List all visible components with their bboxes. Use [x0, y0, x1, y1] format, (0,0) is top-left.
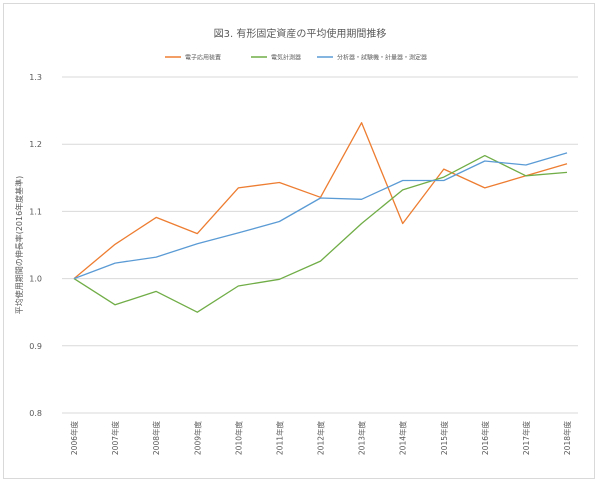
x-axis-ticks: 2006年度 2007年度 2008年度 2009年度 2010年度 2011年度 2012…	[69, 421, 572, 456]
series-line	[73, 154, 568, 313]
gridlines	[62, 76, 578, 414]
x-tick-label: 2008年度	[151, 421, 161, 456]
legend-label: 電気計測器	[271, 54, 301, 62]
x-tick-label: 2009年度	[192, 421, 202, 456]
x-tick-label: 2011年度	[274, 421, 284, 456]
x-tick-label: 2006年度	[69, 421, 79, 456]
y-axis-label: 平均使用期間の伸長率(2016年度基準)	[14, 176, 24, 315]
x-tick-label: 2015年度	[439, 421, 449, 456]
y-tick-label: 0.9	[29, 342, 42, 351]
x-tick-label: 2007年度	[110, 421, 120, 456]
x-tick-label: 2018年度	[562, 421, 572, 456]
series-line	[73, 152, 568, 280]
y-tick-label: 1.3	[29, 73, 42, 82]
x-tick-label: 2013年度	[357, 421, 367, 456]
y-axis-ticks: 0.8 0.9 1.0 1.1 1.2 1.3	[29, 73, 42, 418]
x-tick-label: 2012年度	[316, 421, 326, 456]
x-tick-label: 2017年度	[521, 421, 531, 456]
legend-label: 分析器・試験機・計量器・測定器	[337, 54, 427, 62]
y-tick-label: 1.0	[29, 275, 42, 284]
chart-frame	[3, 3, 595, 479]
legend-label: 電子応用装置	[185, 54, 221, 62]
y-tick-label: 0.8	[29, 409, 42, 418]
x-tick-label: 2016年度	[480, 421, 490, 456]
chart-title: 図3. 有形固定資産の平均使用期間推移	[214, 27, 387, 40]
x-tick-label: 2014年度	[398, 421, 408, 456]
y-tick-label: 1.2	[29, 140, 42, 149]
x-tick-label: 2010年度	[233, 421, 243, 456]
legend: 電子応用装置 電気計測器 分析器・試験機・計量器・測定器	[165, 54, 427, 62]
y-tick-label: 1.1	[29, 207, 42, 216]
series-line	[73, 122, 568, 280]
series-lines	[73, 122, 568, 313]
